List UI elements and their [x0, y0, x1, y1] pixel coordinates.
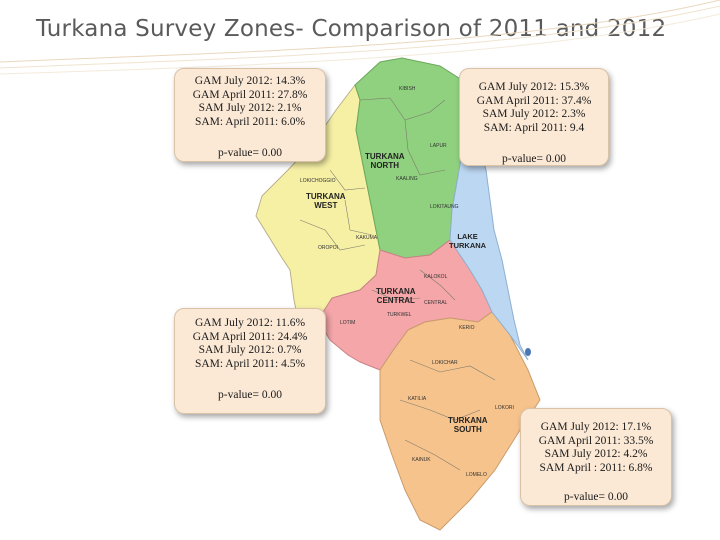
stat-line: GAM July 2012: 14.3%: [194, 75, 306, 87]
header-swoosh-decoration: [0, 0, 720, 75]
place-kakuma: KAKUMA: [356, 235, 378, 241]
place-lokichoggio: LOKICHOGGIO: [300, 178, 336, 184]
zone-north-line2: NORTH: [370, 161, 399, 170]
place-central: CENTRAL: [424, 300, 448, 306]
place-lomelo: LOMELO: [466, 472, 487, 478]
place-kainuk: KAINUK: [412, 457, 431, 463]
zone-central-line1: TURKANA: [376, 287, 416, 296]
place-lokori: LOKORI: [495, 405, 514, 411]
p-value: p-value= 0.00: [218, 147, 282, 159]
zone-label-west: TURKANA WEST: [306, 192, 346, 210]
place-lapur: LAPUR: [430, 143, 447, 149]
lake-island-marker: [525, 348, 531, 356]
zone-label-south: TURKANA SOUTH: [448, 416, 488, 434]
place-kerio: KERIO: [459, 325, 475, 331]
stats-box-west: GAM July 2012: 14.3% GAM April 2011: 27.…: [174, 68, 326, 162]
stat-line: GAM April 2011: 33.5%: [538, 434, 654, 447]
place-katilia: KATILIA: [408, 396, 427, 402]
stats-box-north: GAM July 2012: 15.3% GAM April 2011: 37.…: [459, 68, 609, 166]
place-lokitaung: LOKITAUNG: [430, 204, 459, 210]
zone-lake-line1: LAKE: [457, 232, 478, 241]
p-value: p-value= 0.00: [502, 153, 566, 165]
place-lokichar: LOKICHAR: [432, 360, 458, 366]
place-oropoi: OROPOI: [318, 245, 339, 251]
zone-label-north: TURKANA NORTH: [365, 152, 405, 170]
zone-west-line2: WEST: [314, 201, 338, 210]
zone-south-line1: TURKANA: [448, 416, 488, 425]
stat-line: GAM April 2011: 27.8%: [192, 88, 308, 101]
stat-line: SAM: April 2011: 9.4: [483, 121, 585, 134]
stat-line: SAM: April 2011: 6.0%: [194, 115, 306, 128]
zone-label-lake: LAKE TURKANA: [449, 232, 486, 250]
place-turkwel: TURKWEL: [387, 312, 412, 318]
place-kibish: KIBISH: [399, 86, 416, 92]
stat-line: GAM July 2012: 17.1%: [540, 421, 652, 433]
stat-line: SAM July 2012: 2.1%: [198, 102, 302, 114]
zone-lake-line2: TURKANA: [449, 241, 487, 250]
stat-line: SAM April : 2011: 6.8%: [539, 461, 653, 474]
place-lotim: LOTIM: [340, 320, 356, 326]
stats-box-central: GAM July 2012: 11.6% GAM April 2011: 24.…: [174, 308, 326, 414]
stat-line: SAM: April 2011: 4.5%: [194, 357, 306, 370]
zone-central-line2: CENTRAL: [376, 296, 415, 305]
stat-line: GAM July 2012: 11.6%: [194, 317, 306, 329]
zone-south-line2: SOUTH: [453, 425, 482, 434]
stat-line: SAM July 2012: 0.7%: [198, 344, 302, 356]
p-value: p-value= 0.00: [218, 389, 282, 401]
subcounty-boundaries: [299, 97, 496, 471]
zone-north-line1: TURKANA: [365, 152, 405, 161]
stat-line: SAM July 2012: 4.2%: [544, 448, 648, 460]
page-title: Turkana Survey Zones- Comparison of 2011…: [36, 16, 667, 42]
p-value: p-value= 0.00: [564, 491, 628, 503]
stat-line: GAM April 2011: 24.4%: [192, 330, 308, 343]
stat-line: SAM July 2012: 2.3%: [482, 108, 586, 120]
zone-label-central: TURKANA CENTRAL: [376, 287, 416, 305]
stat-line: GAM April 2011: 37.4%: [476, 94, 592, 107]
zone-west-line1: TURKANA: [306, 192, 346, 201]
place-kalokol: KALOKOL: [424, 274, 448, 280]
stats-box-south: GAM July 2012: 17.1% GAM April 2011: 33.…: [520, 408, 672, 506]
place-kaaling: KAALING: [396, 176, 418, 182]
zone-south-region: [379, 311, 541, 531]
stat-line: GAM July 2012: 15.3%: [478, 81, 590, 93]
